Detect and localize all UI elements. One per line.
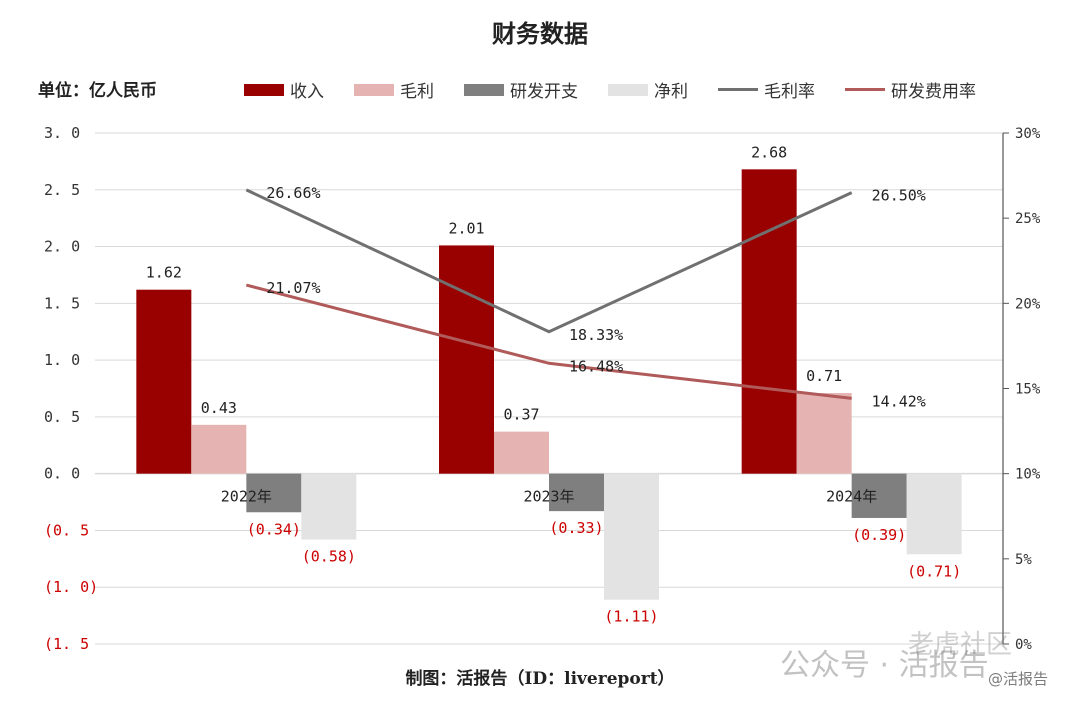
bar-0-2 xyxy=(741,169,797,474)
right-tick-label: 5% xyxy=(1015,552,1032,568)
line-value-label: 18.33% xyxy=(569,326,623,344)
right-tick-label: 15% xyxy=(1015,382,1041,398)
left-tick-label: 3. 0 xyxy=(44,124,80,142)
watermark-community: 老虎社区 xyxy=(908,630,1013,660)
line-value-label: 21.07% xyxy=(266,279,320,297)
legend-item-gross-profit: 毛利 xyxy=(354,77,434,102)
legend-item-gross-margin: 毛利率 xyxy=(718,77,815,102)
left-tick-label: 1. 5 xyxy=(44,294,80,312)
left-tick-label: (1. 0) xyxy=(44,578,98,596)
legend-item-rd-ratio: 研发费用率 xyxy=(845,77,976,102)
bar-value-label: (0.34) xyxy=(247,520,301,538)
source-note: 制图：活报告（ID：livereport） xyxy=(405,669,675,689)
category-label: 2024年 xyxy=(826,488,877,506)
legend-label-gross-margin: 毛利率 xyxy=(764,82,815,102)
legend-swatch-rd-expense xyxy=(464,83,504,96)
right-tick-label: 30% xyxy=(1015,126,1041,142)
category-label: 2023年 xyxy=(523,488,574,506)
bar-value-label: 1.62 xyxy=(146,264,182,282)
left-tick-label: (0. 5 xyxy=(44,521,89,539)
legend-swatch-gross-margin xyxy=(718,88,758,91)
legend-item-net-profit: 净利 xyxy=(608,77,688,102)
bar-value-label: (1.11) xyxy=(604,608,658,626)
left-tick-label: (1. 5 xyxy=(44,635,89,653)
legend-label-rd-ratio: 研发费用率 xyxy=(891,82,976,102)
bar-value-label: (0.33) xyxy=(549,519,603,537)
legend-swatch-revenue xyxy=(244,83,284,96)
legend-label-revenue: 收入 xyxy=(290,82,324,102)
left-tick-label: 2. 0 xyxy=(44,238,80,256)
line-value-label: 26.66% xyxy=(266,184,320,202)
watermark-account: 公众号 · 活报告 xyxy=(780,648,989,683)
bar-value-label: (0.71) xyxy=(907,562,961,580)
bar-2-1 xyxy=(549,473,604,512)
right-tick-label: 0% xyxy=(1015,637,1032,653)
series-line-0 xyxy=(245,188,853,334)
bar-2-2 xyxy=(851,473,907,518)
legend-swatch-net-profit xyxy=(608,83,648,96)
bar-0-0 xyxy=(136,289,192,474)
bar-0-1 xyxy=(439,245,494,474)
line-value-label: 14.42% xyxy=(872,392,926,410)
left-tick-label: 2. 5 xyxy=(44,181,80,199)
bar-3-0 xyxy=(301,473,357,540)
chart-title: 财务数据 xyxy=(492,19,588,48)
legend-label-net-profit: 净利 xyxy=(654,82,688,102)
right-tick-label: 25% xyxy=(1015,211,1041,227)
bar-value-label: 2.68 xyxy=(751,143,787,161)
legend-item-rd-expense: 研发开支 xyxy=(464,77,578,102)
bar-value-label: 0.71 xyxy=(806,367,842,385)
bar-value-label: 2.01 xyxy=(448,219,484,237)
bar-3-1 xyxy=(604,473,659,600)
bar-2-0 xyxy=(246,473,302,513)
bar-1-1 xyxy=(494,431,549,474)
legend: 收入 毛利 研发开支 净利 毛利率 研发费用率 xyxy=(244,77,976,102)
bar-value-label: (0.58) xyxy=(302,548,356,566)
bar-1-2 xyxy=(796,393,852,474)
legend-label-gross-profit: 毛利 xyxy=(400,82,434,102)
bar-3-2 xyxy=(906,473,962,555)
left-tick-label: 0. 0 xyxy=(44,465,80,483)
legend-label-rd-expense: 研发开支 xyxy=(510,82,578,102)
series-line-1 xyxy=(245,283,852,400)
legend-swatch-gross-profit xyxy=(354,83,394,96)
legend-swatch-rd-ratio xyxy=(845,88,885,91)
line-value-label: 26.50% xyxy=(872,187,926,205)
bar-1-0 xyxy=(191,424,247,474)
bar-value-label: 0.37 xyxy=(503,406,539,424)
right-tick-label: 20% xyxy=(1015,296,1041,312)
category-label: 2022年 xyxy=(221,488,272,506)
line-value-label: 16.48% xyxy=(569,357,623,375)
watermark-handle: @活报告 xyxy=(988,670,1049,688)
bar-value-label: 0.43 xyxy=(201,399,237,417)
left-tick-label: 1. 0 xyxy=(44,351,80,369)
unit-label: 单位：亿人民币 xyxy=(38,81,157,101)
legend-item-revenue: 收入 xyxy=(244,77,324,102)
bar-value-label: (0.39) xyxy=(852,526,906,544)
left-tick-label: 0. 5 xyxy=(44,408,80,426)
right-tick-label: 10% xyxy=(1015,467,1041,483)
